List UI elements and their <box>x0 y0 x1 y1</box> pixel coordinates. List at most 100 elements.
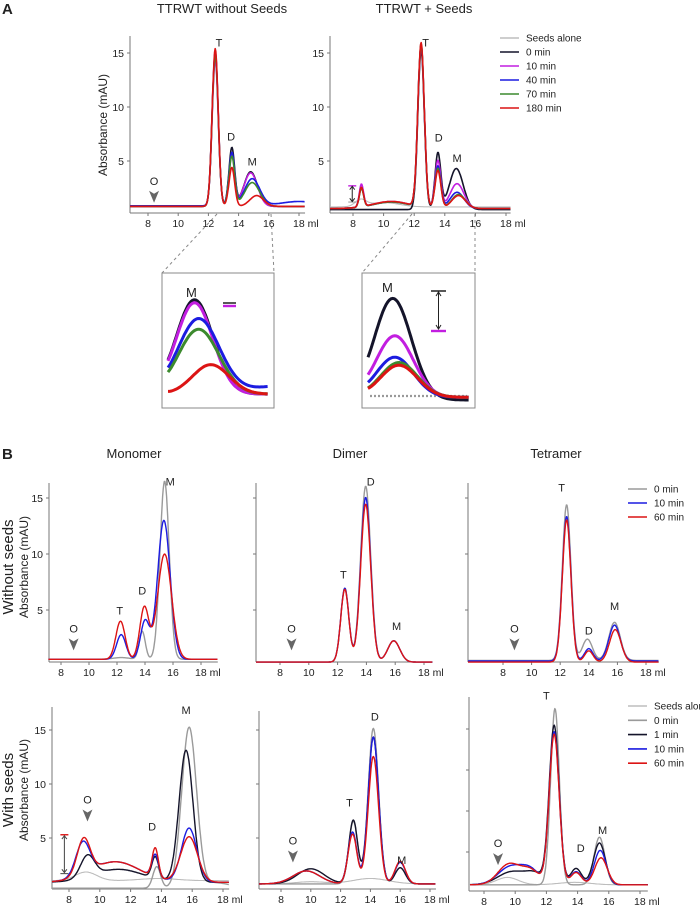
x-tick-label: 14 <box>233 218 245 230</box>
peak-label-d: D <box>227 131 235 143</box>
inset-left-guide-line <box>270 213 275 274</box>
x-tick-label: 8 <box>277 667 283 679</box>
x-tick-label: 10 <box>83 667 95 679</box>
y-tick-label: 10 <box>31 549 43 561</box>
x-tick-label: 18 ml <box>634 896 660 905</box>
x-tick-label: 10 <box>303 667 315 679</box>
peak-label-t: T <box>346 798 353 810</box>
chart-panel-B2t: 8 10 12 14 16 18 ml T D M O Seeds alone 0 min 1 min 1… <box>466 690 700 905</box>
peak-label-m: M <box>248 156 257 168</box>
legend-label: 70 min <box>526 90 556 101</box>
x-tick-label: 10 <box>172 218 184 230</box>
chart-panel-A2: 8 10 12 14 16 18 ml 5 10 15 T DM Seeds alone 0 min 10… <box>312 34 582 231</box>
row2-ylabel: Absorbance (mAU) <box>17 739 31 841</box>
x-tick-label: 18 ml <box>418 667 444 679</box>
y-tick-label: 10 <box>34 779 46 791</box>
peak-label-m: M <box>166 477 175 489</box>
y-tick-label: 5 <box>318 156 324 168</box>
peak-label-t: T <box>216 38 223 50</box>
y-tick-label: 15 <box>312 48 324 60</box>
x-tick-label: 12 <box>408 218 420 230</box>
oligomer-arrow-icon <box>149 190 160 203</box>
x-tick-label: 16 <box>167 667 179 679</box>
peak-label-o: O <box>494 838 503 850</box>
peak-label-d: D <box>138 585 146 597</box>
series-line-180-min <box>129 47 305 208</box>
series-line-seeds-alone <box>470 876 648 886</box>
peak-label-m: M <box>392 621 401 633</box>
series-line-180-min <box>329 41 511 210</box>
y-tick-label: 15 <box>31 493 43 505</box>
peak-label-t: T <box>340 570 347 582</box>
legend-label: 10 min <box>654 744 684 755</box>
x-tick-label: 10 <box>378 218 390 230</box>
peak-label-o: O <box>150 176 159 188</box>
series-line-1-min <box>51 749 229 883</box>
peak-label-d: D <box>435 133 443 145</box>
x-tick-label: 12 <box>111 667 123 679</box>
x-tick-label: 18 ml <box>500 218 526 230</box>
panel-b-letter: B <box>2 446 13 463</box>
inset-left-m-label: M <box>186 285 197 300</box>
series-line-0-min <box>467 504 659 662</box>
series-line-60-min <box>48 553 218 660</box>
legend-label: 40 min <box>526 76 556 87</box>
chart-panel-B1m: 8 10 12 14 16 18 ml 5 10 15 T D M O <box>31 477 220 679</box>
peak-label-m: M <box>610 601 619 613</box>
x-tick-label: 8 <box>350 218 356 230</box>
legend-label: 0 min <box>654 485 678 496</box>
legend-label: 0 min <box>526 48 550 59</box>
legend: Seeds alone 0 min 10 min 40 min 70 min 180 mi… <box>500 34 582 115</box>
y-tick-label: 5 <box>118 156 124 168</box>
chart-panel-B2m: 8 10 12 14 16 18 ml 5 10 15 O D M <box>34 705 242 905</box>
oligomer-arrow-icon <box>287 850 298 863</box>
x-tick-label: 12 <box>332 667 344 679</box>
x-tick-label: 14 <box>361 667 373 679</box>
arrowheads <box>349 185 356 203</box>
panel-b-title-monomer: Monomer <box>107 446 163 461</box>
arrowheads <box>61 835 68 874</box>
x-tick-label: 12 <box>541 896 553 905</box>
peak-label-t: T <box>558 482 565 494</box>
x-tick-label: 8 <box>58 667 64 679</box>
x-tick-label: 18 ml <box>640 667 666 679</box>
chart-panel-B1d: 8 10 12 14 16 18 ml T D M O <box>253 477 444 679</box>
x-tick-label: 16 <box>603 896 615 905</box>
peak-label-d: D <box>371 711 379 723</box>
legend-label: 10 min <box>526 62 556 73</box>
x-tick-label: 14 <box>439 218 451 230</box>
peak-label-o: O <box>69 623 78 635</box>
inset-right-box <box>361 272 476 409</box>
legend-label: 10 min <box>654 499 684 510</box>
peak-label-d: D <box>367 477 375 489</box>
inset-series-line-180-min <box>367 363 469 399</box>
x-tick-label: 12 <box>554 667 566 679</box>
inset-left-guide-line <box>161 213 218 274</box>
x-tick-label: 10 <box>509 896 521 905</box>
panel-b-title-tetramer: Tetramer <box>530 446 582 461</box>
series-line-60-min <box>51 836 229 883</box>
panel-a-ylabel: Absorbance (mAU) <box>96 74 110 176</box>
chart-panel-B2d: 8 10 12 14 16 18 ml T D M O <box>256 711 450 905</box>
oligomer-arrow-icon <box>68 638 79 651</box>
oligomer-arrow-icon <box>493 853 504 866</box>
x-tick-label: 16 <box>612 667 624 679</box>
inset-arrowheads <box>435 291 442 330</box>
oligomer-arrow-icon <box>509 638 520 651</box>
peak-label-d: D <box>577 843 585 855</box>
x-tick-label: 16 <box>186 894 198 905</box>
peak-label-m: M <box>397 855 406 867</box>
x-tick-label: 8 <box>145 218 151 230</box>
x-tick-label: 18 ml <box>217 894 243 905</box>
peak-label-o: O <box>287 623 296 635</box>
inset-right <box>366 296 469 402</box>
y-tick-label: 10 <box>112 102 124 114</box>
x-tick-label: 10 <box>526 667 538 679</box>
peak-label-m: M <box>598 825 607 837</box>
legend-label: 60 min <box>654 513 684 524</box>
legend-label: 0 min <box>654 716 678 727</box>
oligomer-arrow-icon <box>82 809 93 822</box>
panel-a-title-with-seeds: TTRWT + Seeds <box>376 1 473 16</box>
series-line-0-min <box>329 49 511 211</box>
